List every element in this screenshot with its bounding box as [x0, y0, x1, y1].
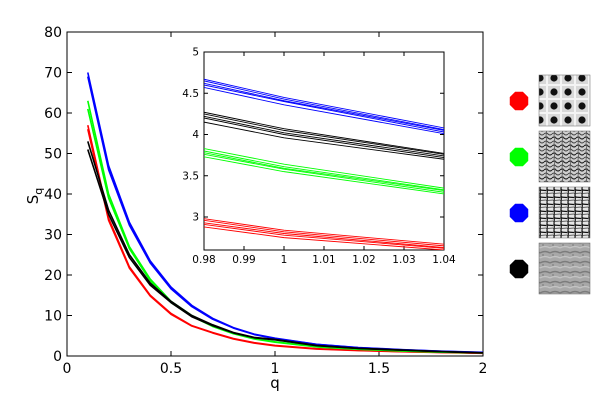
inset-series-line [204, 153, 444, 193]
inset-ticks: 0.98 0.99 1 1.01 1.02 1.03 1.04 3 3.5 4 4.5 5 [182, 47, 456, 266]
inset-series-line [204, 156, 444, 195]
inset-x-tick-label: 1.01 [312, 254, 335, 266]
main-y-tick-label: 0 [53, 349, 62, 365]
inset-series-line [204, 121, 444, 160]
main-x-tick-label: 2 [479, 361, 488, 377]
legend-marker [509, 259, 529, 279]
x-axis-label: q [270, 374, 280, 392]
y-axis-label-main: S [24, 195, 42, 205]
inset-series-line [204, 219, 444, 247]
legend-marker [509, 91, 529, 111]
inset-x-tick-label: 1.03 [392, 254, 415, 266]
main-series-line [87, 149, 483, 354]
main-series [87, 72, 483, 355]
wavy-weave-icon [538, 130, 591, 183]
inset-plot-frame [203, 51, 445, 251]
inset-x-tick-label: 1 [281, 254, 288, 266]
main-series-line [87, 129, 483, 355]
inset-y-tick-label: 3.5 [182, 170, 199, 182]
main-y-tick-label: 50 [44, 146, 62, 162]
main-y-tick-label: 80 [44, 25, 62, 41]
inset-y-tick-label: 4.5 [182, 88, 199, 100]
main-x-tick-label: 0 [63, 361, 72, 377]
inset-series-line [204, 80, 444, 130]
inset-x-tick-label: 0.98 [192, 254, 215, 266]
y-axis-label: Sq [24, 188, 45, 205]
inset-series [204, 78, 444, 250]
main-x-tick-label: 1 [271, 361, 280, 377]
inset-y-tick-label: 3 [192, 212, 199, 224]
inset-series-line [204, 148, 444, 189]
inset-x-tick-label: 0.99 [232, 254, 255, 266]
inset-series-line [204, 222, 444, 248]
main-y-tick-label: 30 [44, 227, 62, 243]
inset-y-tick-label: 5 [192, 47, 199, 59]
legend-marker [509, 203, 529, 223]
inset-series-line [204, 226, 444, 250]
main-y-tick-label: 20 [44, 268, 62, 284]
inset-series-line [204, 84, 444, 133]
inset-series-line [204, 113, 444, 155]
inset-x-tick-label: 1.04 [432, 254, 456, 266]
main-x-tick-label: 1.5 [368, 361, 390, 377]
main-y-tick-label: 70 [44, 65, 62, 81]
inset-series-line [204, 152, 444, 192]
legend [509, 74, 591, 295]
dot-grid-icon [538, 74, 591, 127]
inset-series-line [204, 82, 444, 131]
main-y-tick-label: 40 [44, 187, 62, 203]
diffuse-noise-icon [538, 242, 591, 295]
inset-series-line [204, 223, 444, 249]
inset-series-line [204, 78, 444, 129]
main-y-tick-label: 10 [44, 308, 62, 324]
inset-x-tick-label: 1.02 [352, 254, 375, 266]
inset-series-line [204, 150, 444, 191]
main-y-tick-label: 60 [44, 106, 62, 122]
inset-series-line [204, 218, 444, 245]
inset-series-line [204, 117, 444, 159]
main-x-tick-label: 0.5 [160, 361, 182, 377]
inset-series-line [204, 111, 444, 154]
inset-series-line [204, 87, 444, 135]
legend-marker [509, 147, 529, 167]
inset-series-line [204, 115, 444, 157]
woven-mesh-icon [538, 186, 591, 239]
inset-y-tick-label: 4 [192, 129, 199, 141]
y-axis-label-subscript: q [32, 188, 45, 195]
